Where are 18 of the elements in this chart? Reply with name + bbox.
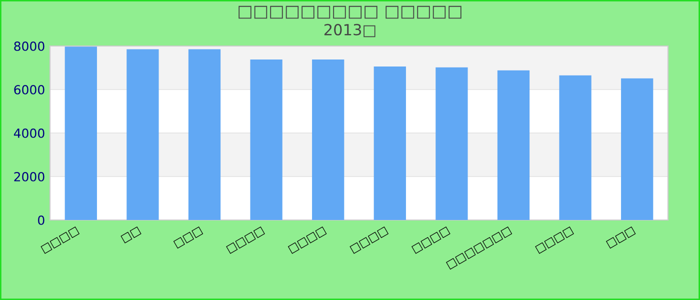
x-tick-label: □□	[120, 226, 142, 244]
bar	[497, 70, 530, 220]
bar	[374, 66, 406, 220]
bar	[436, 67, 468, 220]
chart-title: □□□□□□□□□ □□□□□	[238, 6, 462, 19]
bar	[64, 46, 97, 220]
y-tick-label: 0	[38, 215, 44, 225]
y-tick-label: 8000	[14, 41, 44, 51]
bar	[559, 75, 592, 220]
y-tick-label: 2000	[14, 172, 44, 182]
bar	[621, 78, 654, 220]
bar	[312, 59, 344, 220]
y-tick-label: 6000	[14, 84, 44, 94]
y-tick-label: 4000	[14, 128, 44, 138]
bar	[126, 49, 159, 220]
bar	[250, 59, 282, 220]
bar	[188, 49, 221, 220]
chart-subtitle: 2013□	[324, 24, 376, 38]
